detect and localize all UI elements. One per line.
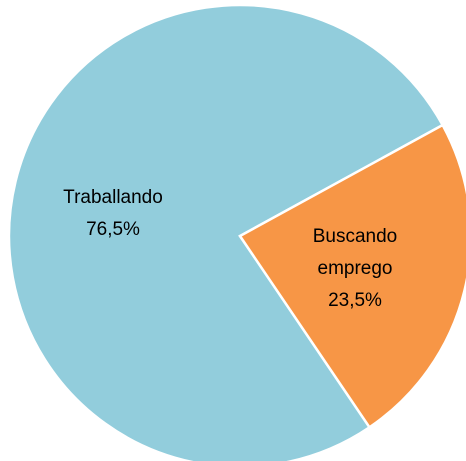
pie-slice [238, 123, 466, 430]
value-label: 76,5% [86, 219, 140, 240]
category-label: Traballando [63, 187, 163, 208]
slice-label: Traballando 76,5% [53, 182, 173, 246]
slice-label: Buscando emprego 23,5% [295, 221, 415, 317]
category-label: Buscando emprego [312, 226, 398, 279]
pie-slice [7, 3, 445, 461]
value-label: 23,5% [328, 290, 382, 311]
